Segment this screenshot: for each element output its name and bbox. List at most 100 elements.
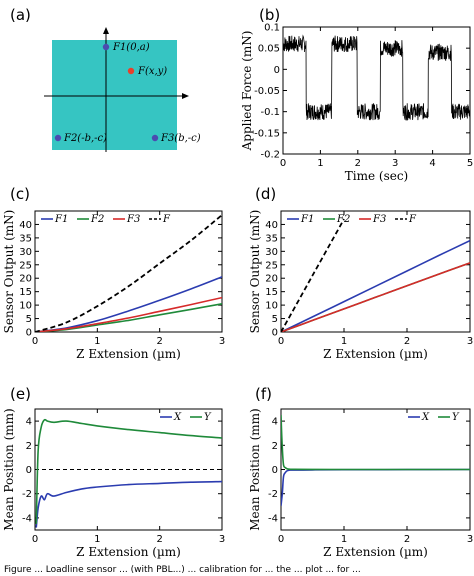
legend-label-f: F: [408, 214, 417, 225]
y-tick-label: -4: [268, 513, 278, 524]
panel-label-d: (d): [255, 185, 276, 203]
x-tick-label: 0: [280, 158, 286, 169]
y-tick-label: 0: [274, 65, 280, 76]
point-f-marker: [127, 67, 135, 75]
series-line-y: [281, 415, 470, 471]
y-tick-label: 0.05: [258, 44, 280, 55]
x-tick-label: 2: [355, 158, 361, 169]
series-line-f: [281, 218, 345, 332]
y-tick-label: 2: [26, 441, 32, 452]
panel-label-e: (e): [10, 385, 31, 403]
x-tick-label: 2: [404, 336, 410, 347]
y-tick-label: 4: [272, 417, 278, 428]
legend-label-f2: F2: [336, 214, 350, 225]
x-tick-label: 2: [404, 534, 410, 545]
y-tick-label: 0: [26, 328, 32, 339]
y-tick-label: -0.05: [254, 86, 280, 97]
legend-label-y: Y: [204, 412, 212, 423]
plot-area: [35, 418, 222, 528]
series-line-f1: [281, 239, 470, 332]
plot-area: [283, 34, 470, 121]
series-line-f3: [35, 296, 222, 332]
x-tick-label: 1: [94, 534, 100, 545]
y-axis-label: Applied Force (mN): [240, 31, 254, 152]
y-tick-label: 30: [19, 247, 32, 258]
x-tick-label: 3: [392, 158, 398, 169]
x-tick-label: 3: [467, 534, 473, 545]
chart-mean-position-e: 0 1 2 3 -4 -2 0 2 4 Z Extension (µm) Mean Position…: [2, 408, 225, 559]
y-tick-label: 25: [19, 260, 32, 271]
x-tick-label: 3: [467, 336, 473, 347]
y-tick-label: 20: [265, 274, 278, 285]
legend-label-x: X: [421, 412, 430, 423]
plot-area: [281, 415, 470, 506]
y-tick-label: 5: [272, 314, 278, 325]
x-axis-label: Z Extension (µm): [323, 347, 428, 361]
y-tick-label: 4: [26, 417, 32, 428]
y-tick-label: 10: [265, 301, 278, 312]
point-f2-marker: [54, 134, 62, 142]
series-line-f3: [281, 262, 470, 332]
legend-label-f3: F3: [372, 214, 386, 225]
y-tick-label: 5: [26, 314, 32, 325]
point-f3-label: F3(b,-c): [160, 133, 201, 144]
series-line-y: [35, 418, 222, 524]
y-tick-label: 15: [265, 287, 278, 298]
legend-label-f1: F1: [300, 214, 314, 225]
x-tick-label: 1: [317, 158, 323, 169]
x-tick-label: 4: [429, 158, 435, 169]
point-f-label: F(x,y): [137, 66, 167, 77]
figure-caption: Figure ... Loadline sensor ... (with PBL…: [4, 565, 361, 575]
x-tick-label: 1: [341, 336, 347, 347]
y-tick-label: -0.2: [260, 150, 280, 161]
y-tick-label: 40: [19, 220, 32, 231]
point-f1-label: F1(0,a): [112, 42, 150, 53]
legend-label-f3: F3: [126, 214, 140, 225]
plot-frame: [34, 210, 223, 333]
x-tick-label: 0: [32, 534, 38, 545]
legend-label-f: F: [162, 214, 171, 225]
series-line-f: [35, 214, 222, 332]
x-tick-label: 0: [32, 336, 38, 347]
y-tick-label: 35: [19, 233, 32, 244]
x-axis-label: Z Extension (µm): [323, 545, 428, 559]
x-axis-label: Z Extension (µm): [76, 545, 181, 559]
x-tick-label: 2: [156, 534, 162, 545]
y-tick-label: 35: [265, 233, 278, 244]
panel-label-c: (c): [10, 185, 30, 203]
y-axis-label: Sensor Output (mN): [248, 210, 262, 334]
legend-label-f1: F1: [54, 214, 68, 225]
y-tick-label: 30: [265, 247, 278, 258]
y-tick-label: 0: [26, 465, 32, 476]
point-f3-marker: [151, 134, 159, 142]
y-tick-label: -2: [22, 489, 32, 500]
legend-label-x: X: [173, 412, 182, 423]
sensor-square: [52, 40, 177, 150]
point-f2-label: F2(-b,-c): [63, 133, 107, 144]
y-tick-label: -0.1: [260, 107, 280, 118]
x-tick-label: 0: [278, 336, 284, 347]
chart-applied-force: 0 1 2 3 4 5 -0.2 -0.15 -0.1 -0.05 0 0.05 0.1 Time (se…: [240, 23, 473, 184]
y-tick-label: 0.1: [264, 23, 280, 34]
x-tick-label: 1: [94, 336, 100, 347]
x-axis-label: Z Extension (µm): [76, 347, 181, 361]
panel-label-b: (b): [259, 6, 280, 24]
x-tick-label: 2: [156, 336, 162, 347]
y-tick-label: 0: [272, 465, 278, 476]
force-sensor-diagram: F1(0,a) F(x,y) F2(-b,-c) F3(b,-c): [44, 27, 201, 152]
legend-label-f2: F2: [90, 214, 104, 225]
y-tick-label: 25: [265, 260, 278, 271]
panel-label-a: (a): [10, 6, 31, 24]
y-tick-label: 10: [19, 301, 32, 312]
y-tick-label: 15: [19, 287, 32, 298]
y-axis-label: Mean Position (mm): [248, 408, 262, 530]
x-axis-label: Time (sec): [345, 169, 408, 183]
plot-area: [35, 214, 222, 332]
y-tick-label: 2: [272, 441, 278, 452]
plot-frame: [282, 26, 471, 155]
y-axis-label: Sensor Output (mN): [2, 210, 16, 334]
legend-label-y: Y: [452, 412, 460, 423]
point-f1-marker: [102, 43, 110, 51]
